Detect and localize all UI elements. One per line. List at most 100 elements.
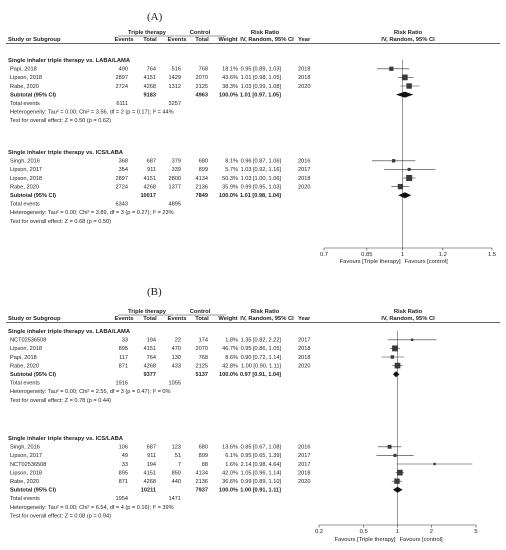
events-1: 871 <box>119 363 128 369</box>
subtotal-label: Subtotal (95% CI) <box>10 488 56 494</box>
weight: 35.9% <box>222 184 238 190</box>
col-events-2: Events <box>167 37 186 43</box>
subgroup-title: Single inhaler triple therapy vs. LABA/L… <box>8 58 131 64</box>
total-events-2: 1471 <box>169 496 181 502</box>
events-1: 117 <box>119 355 128 361</box>
study-year: 2018 <box>298 355 310 361</box>
total-2: 2136 <box>196 479 208 485</box>
total-1: 4151 <box>144 75 156 81</box>
subtotal-weight: 100.0% <box>219 92 238 98</box>
col-study: Study or Subgroup <box>8 37 61 43</box>
col-total-1: Total <box>143 316 157 322</box>
total-2: 174 <box>199 338 208 344</box>
study-year: 2018 <box>298 346 310 352</box>
point-estimate-square <box>392 345 398 352</box>
total-2: 768 <box>199 355 208 361</box>
point-estimate-square <box>406 175 413 181</box>
total-2: 680 <box>199 159 208 165</box>
subtotal-ci: 1.00 [0.91, 1.11] <box>240 488 281 494</box>
point-estimate-square <box>397 469 403 476</box>
pooled-diamond <box>392 486 403 493</box>
point-estimate-square <box>433 462 436 466</box>
total-1: 194 <box>147 462 156 468</box>
events-1: 33 <box>122 462 128 468</box>
total-1: 4268 <box>144 184 156 190</box>
header-triple-therapy: Triple therapy <box>128 30 167 36</box>
total-events-1: 6343 <box>116 202 128 208</box>
risk-ratio-ci: 1.03 [0.99, 1.08] <box>241 84 282 90</box>
total-1: 687 <box>147 445 156 451</box>
total-1: 194 <box>147 338 156 344</box>
header-control: Control <box>190 309 211 315</box>
pooled-diamond <box>392 371 400 378</box>
x-tick-label: 2 <box>430 529 433 535</box>
heterogeneity-stat: Heterogeneity: Tau² = 0.00; Chi² = 3.89,… <box>10 210 174 216</box>
weight: 36.6% <box>222 479 238 485</box>
study-year: 2017 <box>298 338 310 344</box>
col-events-2: Events <box>167 316 186 322</box>
events-2: 850 <box>172 470 181 476</box>
heterogeneity-stat: Heterogeneity: Tau² = 0.00; Chi² = 6.54,… <box>10 505 174 511</box>
events-2: 130 <box>172 355 181 361</box>
subtotal-total-2: 7849 <box>196 193 208 199</box>
study-year: 2018 <box>298 75 310 81</box>
study-name: Lipson, 2018 <box>10 470 42 476</box>
x-tick-label: 0.85 <box>361 252 372 258</box>
risk-ratio-ci: 1.03 [1.00, 1.06] <box>241 176 282 182</box>
total-2: 2070 <box>196 346 208 352</box>
x-tick-label: 1 <box>396 529 399 535</box>
risk-ratio-ci: 1.01 [0.98, 1.05] <box>241 75 282 81</box>
subtotal-weight: 100.0% <box>219 193 238 199</box>
point-estimate-square <box>391 159 396 163</box>
point-estimate-square <box>387 444 392 449</box>
risk-ratio-ci: 1.35 [0.82, 2.22] <box>241 338 282 344</box>
risk-ratio-ci: 0.99 [0.89, 1.10] <box>241 479 282 485</box>
subgroup-title: Single inhaler triple therapy vs. LABA/L… <box>8 329 131 335</box>
events-1: 490 <box>119 67 128 73</box>
study-year: 2017 <box>298 167 310 173</box>
col-method: IV, Random, 95% CI <box>240 37 294 43</box>
total-1: 4151 <box>144 470 156 476</box>
weight: 18.1% <box>222 67 238 73</box>
subtotal-weight: 100.0% <box>219 488 238 494</box>
events-2: 2800 <box>169 176 181 182</box>
total-2: 88 <box>202 462 208 468</box>
weight: 8.1% <box>225 159 238 165</box>
weight: 13.6% <box>222 445 238 451</box>
study-name: Lipson, 2017 <box>10 167 42 173</box>
events-1: 2897 <box>116 75 128 81</box>
total-2: 2125 <box>196 84 208 90</box>
study-name: Lipson, 2018 <box>10 75 42 81</box>
risk-ratio-ci: 0.96 [0.87, 1.06] <box>241 159 282 165</box>
point-estimate-square <box>393 453 397 457</box>
x-tick-label: 1.5 <box>488 252 496 258</box>
events-1: 368 <box>119 159 128 165</box>
point-estimate-square <box>394 362 401 369</box>
subgroup-title: Single inhaler triple therapy vs. ICS/LA… <box>8 150 124 156</box>
col-weight: Weight <box>218 316 237 322</box>
study-name: Lipson, 2018 <box>10 176 42 182</box>
subtotal-ci: 0.97 [0.91, 1.04] <box>240 372 281 378</box>
weight: 38.3% <box>222 84 238 90</box>
events-2: 51 <box>175 453 181 459</box>
total-1: 764 <box>147 67 156 73</box>
total-1: 4151 <box>144 176 156 182</box>
subtotal-label: Subtotal (95% CI) <box>10 193 56 199</box>
weight: 50.3% <box>222 176 238 182</box>
header-control: Control <box>190 30 211 36</box>
total-events-1: 1916 <box>116 381 128 387</box>
weight: 5.7% <box>225 167 238 173</box>
events-1: 49 <box>122 453 128 459</box>
subtotal-total-2: 5137 <box>196 372 208 378</box>
total-1: 4268 <box>144 479 156 485</box>
risk-ratio-ci: 0.90 [0.72, 1.14] <box>241 355 282 361</box>
events-1: 2724 <box>116 84 128 90</box>
point-estimate-square <box>407 167 411 171</box>
study-name: Rabe, 2020 <box>10 479 39 485</box>
risk-ratio-ci: 0.95 [0.65, 1.39] <box>241 453 282 459</box>
study-name: Singh, 2016 <box>10 159 40 165</box>
col-year: Year <box>298 37 311 43</box>
weight: 1.6% <box>225 462 238 468</box>
events-1: 33 <box>122 338 128 344</box>
